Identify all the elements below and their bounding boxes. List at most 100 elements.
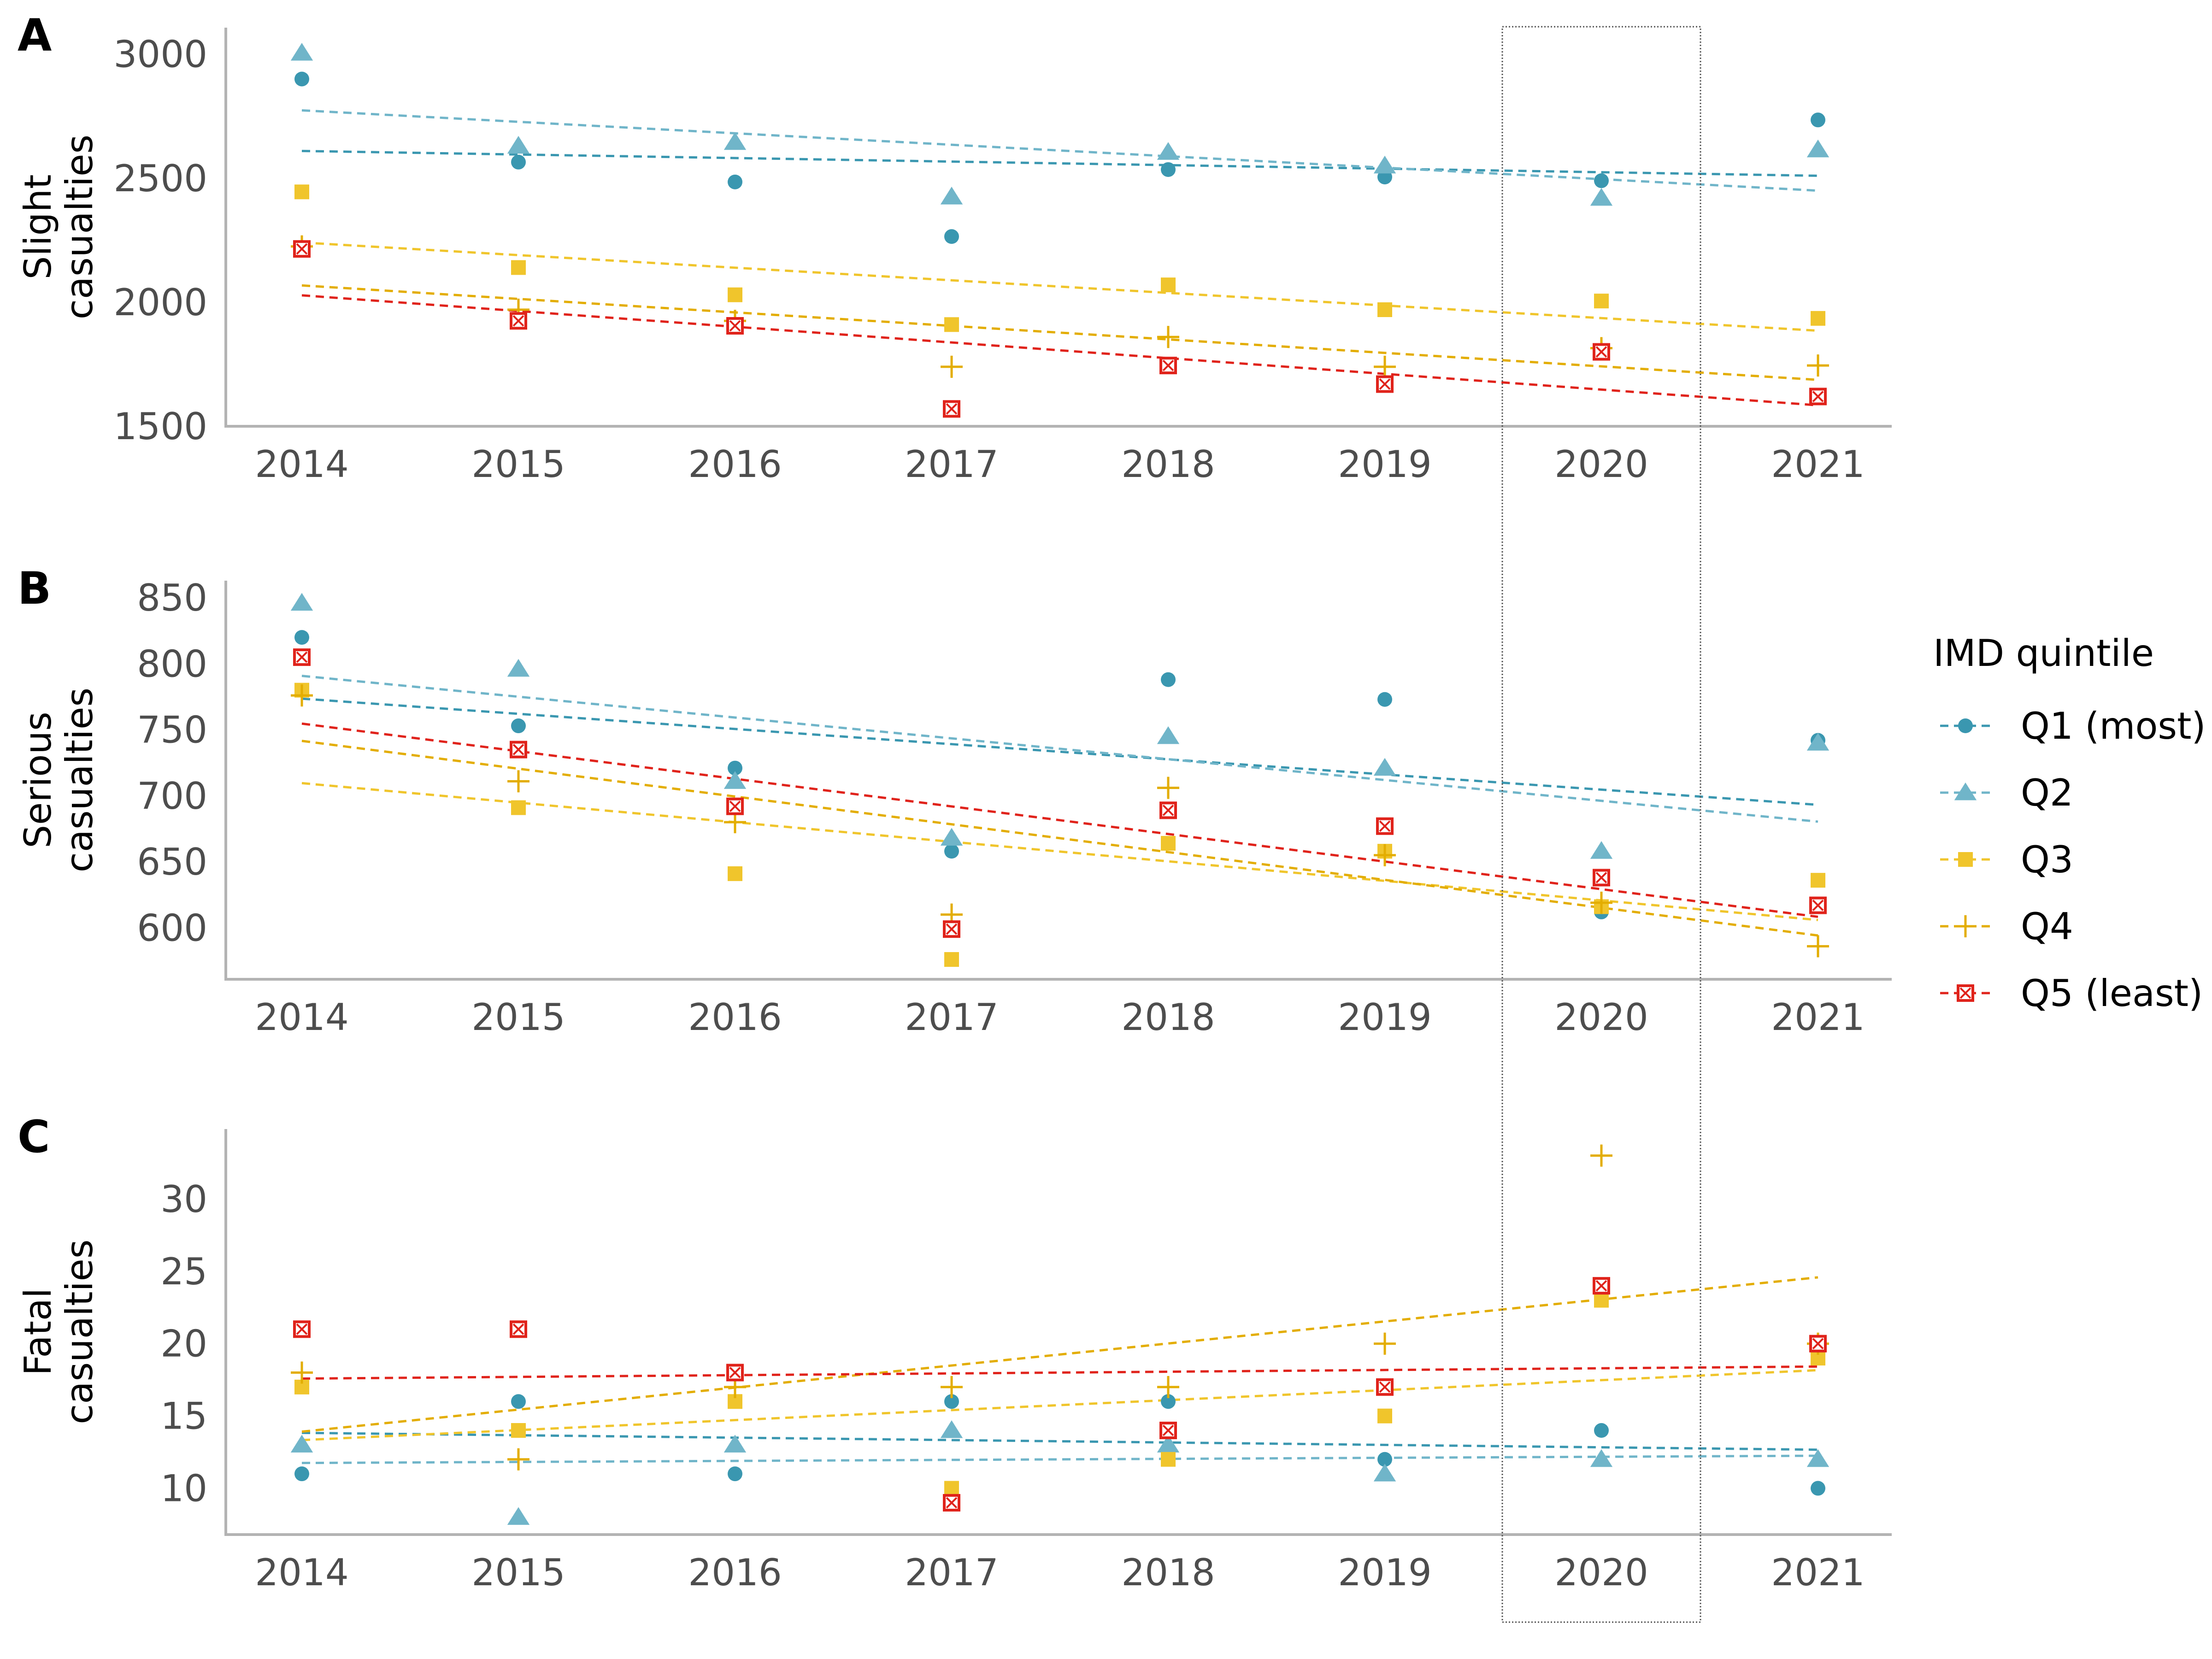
trendline-q3 xyxy=(301,1369,1818,1441)
x-tick-label: 2018 xyxy=(1121,996,1215,1039)
legend-label: Q4 xyxy=(2021,905,2073,948)
point-q1 xyxy=(294,71,309,87)
point-q3 xyxy=(944,952,959,967)
trendline-q1 xyxy=(301,697,1818,806)
legend-marker xyxy=(1954,915,1977,937)
point-q1 xyxy=(511,718,526,734)
y-tick-label: 3000 xyxy=(113,33,207,76)
legend-label: Q5 (least) xyxy=(2021,972,2203,1015)
point-q3 xyxy=(1811,873,1825,888)
point-q3 xyxy=(728,866,742,881)
legend-entry-q4: Q4 xyxy=(1940,905,2073,948)
legend-label: Q2 xyxy=(2021,771,2073,814)
point-q5 xyxy=(1376,817,1394,835)
x-tick-label: 2014 xyxy=(255,443,349,486)
point-q4 xyxy=(941,1376,963,1398)
point-q2 xyxy=(507,659,530,677)
y-axis-title-line: casualties xyxy=(58,688,101,872)
point-q2 xyxy=(290,1435,313,1453)
legend: IMD quintile Q1 (most) Q2 Q3 Q4 Q5 (least) xyxy=(1933,632,2206,1015)
point-q3 xyxy=(1594,1293,1609,1308)
point-q2 xyxy=(1806,139,1830,158)
y-tick-label: 750 xyxy=(137,709,207,752)
legend-entry-q3: Q3 xyxy=(1940,838,2073,881)
x-tick-label: 2016 xyxy=(688,443,782,486)
point-q1 xyxy=(511,1394,526,1409)
point-q2 xyxy=(724,132,747,150)
x-tick-label: 2021 xyxy=(1771,443,1865,486)
axis-lines xyxy=(224,28,1892,428)
point-q1 xyxy=(1811,112,1825,128)
point-q5 xyxy=(1809,896,1827,914)
panel-letter: A xyxy=(18,10,52,61)
y-tick-label: 15 xyxy=(160,1395,207,1438)
legend-marker xyxy=(1954,782,1977,800)
x-tick-label: 2020 xyxy=(1554,1551,1648,1594)
point-q5 xyxy=(1376,375,1394,393)
point-q5 xyxy=(943,920,960,938)
point-q5 xyxy=(1809,388,1827,406)
x-tick-label: 2015 xyxy=(471,996,565,1039)
point-q5 xyxy=(293,240,311,258)
x-tick-label: 2020 xyxy=(1554,996,1648,1039)
y-tick-label: 25 xyxy=(160,1250,207,1293)
point-q1 xyxy=(728,1466,742,1482)
panel-a: A Slightcasualties 1500 2000 2500 3000 2014 201… xyxy=(17,10,1892,486)
point-q2 xyxy=(724,771,747,789)
panel-letter: C xyxy=(18,1111,50,1163)
x-tick-label: 2015 xyxy=(471,443,565,486)
trendline-q2 xyxy=(301,675,1818,823)
point-q5 xyxy=(510,1320,527,1338)
point-q1 xyxy=(294,1466,309,1482)
point-q2 xyxy=(940,1420,963,1438)
trendline-q4 xyxy=(301,1276,1818,1433)
point-q3 xyxy=(1377,1408,1392,1424)
series-q4 xyxy=(291,684,1829,958)
y-tick-label: 800 xyxy=(137,642,207,685)
y-axis-title-line: Slight xyxy=(17,174,59,279)
point-q1 xyxy=(1161,672,1176,687)
point-q5 xyxy=(1593,1277,1610,1295)
x-tick-label: 2021 xyxy=(1771,1551,1865,1594)
point-q1 xyxy=(728,760,742,776)
point-q5 xyxy=(1809,1335,1827,1353)
point-q1 xyxy=(1594,1423,1609,1438)
point-q1 xyxy=(944,1394,959,1409)
legend-entry-q1: Q1 (most) xyxy=(1940,705,2206,747)
point-q2 xyxy=(1157,142,1180,160)
y-tick-label: 10 xyxy=(160,1467,207,1510)
point-q5 xyxy=(726,317,744,335)
trendline-q1 xyxy=(301,150,1818,177)
x-tick-label: 2014 xyxy=(255,1551,349,1594)
point-q4 xyxy=(1374,1332,1396,1355)
y-tick-label: 2000 xyxy=(113,281,207,324)
point-q5 xyxy=(1593,343,1610,361)
axis-lines xyxy=(224,581,1892,981)
x-tick-label: 2020 xyxy=(1554,443,1648,486)
series-q2 xyxy=(290,593,1830,859)
y-tick-label: 20 xyxy=(160,1323,207,1365)
point-q2 xyxy=(1373,155,1396,174)
trendline-q5 xyxy=(301,294,1818,406)
point-q3 xyxy=(944,317,959,332)
point-q2 xyxy=(1157,1435,1180,1453)
x-tick-label: 2017 xyxy=(905,1551,999,1594)
point-q4 xyxy=(507,770,529,793)
y-tick-label: 700 xyxy=(137,775,207,818)
point-q2 xyxy=(1373,758,1396,776)
panel-b: B Seriouscasualties 600 650 700 750 800 850 2014… xyxy=(17,563,1892,1039)
point-q2 xyxy=(1806,1449,1830,1467)
point-q2 xyxy=(290,593,313,611)
legend-label: Q3 xyxy=(2021,838,2073,881)
y-axis-title-line: casualties xyxy=(58,135,101,319)
point-q3 xyxy=(944,1481,959,1496)
trendline-q1 xyxy=(301,1431,1818,1451)
point-q4 xyxy=(1157,777,1179,799)
point-q4 xyxy=(1374,844,1396,866)
point-q5 xyxy=(510,312,527,330)
x-tick-label: 2014 xyxy=(255,996,349,1039)
point-q1 xyxy=(1811,1481,1825,1496)
point-q1 xyxy=(511,154,526,170)
point-q4 xyxy=(1157,326,1179,348)
